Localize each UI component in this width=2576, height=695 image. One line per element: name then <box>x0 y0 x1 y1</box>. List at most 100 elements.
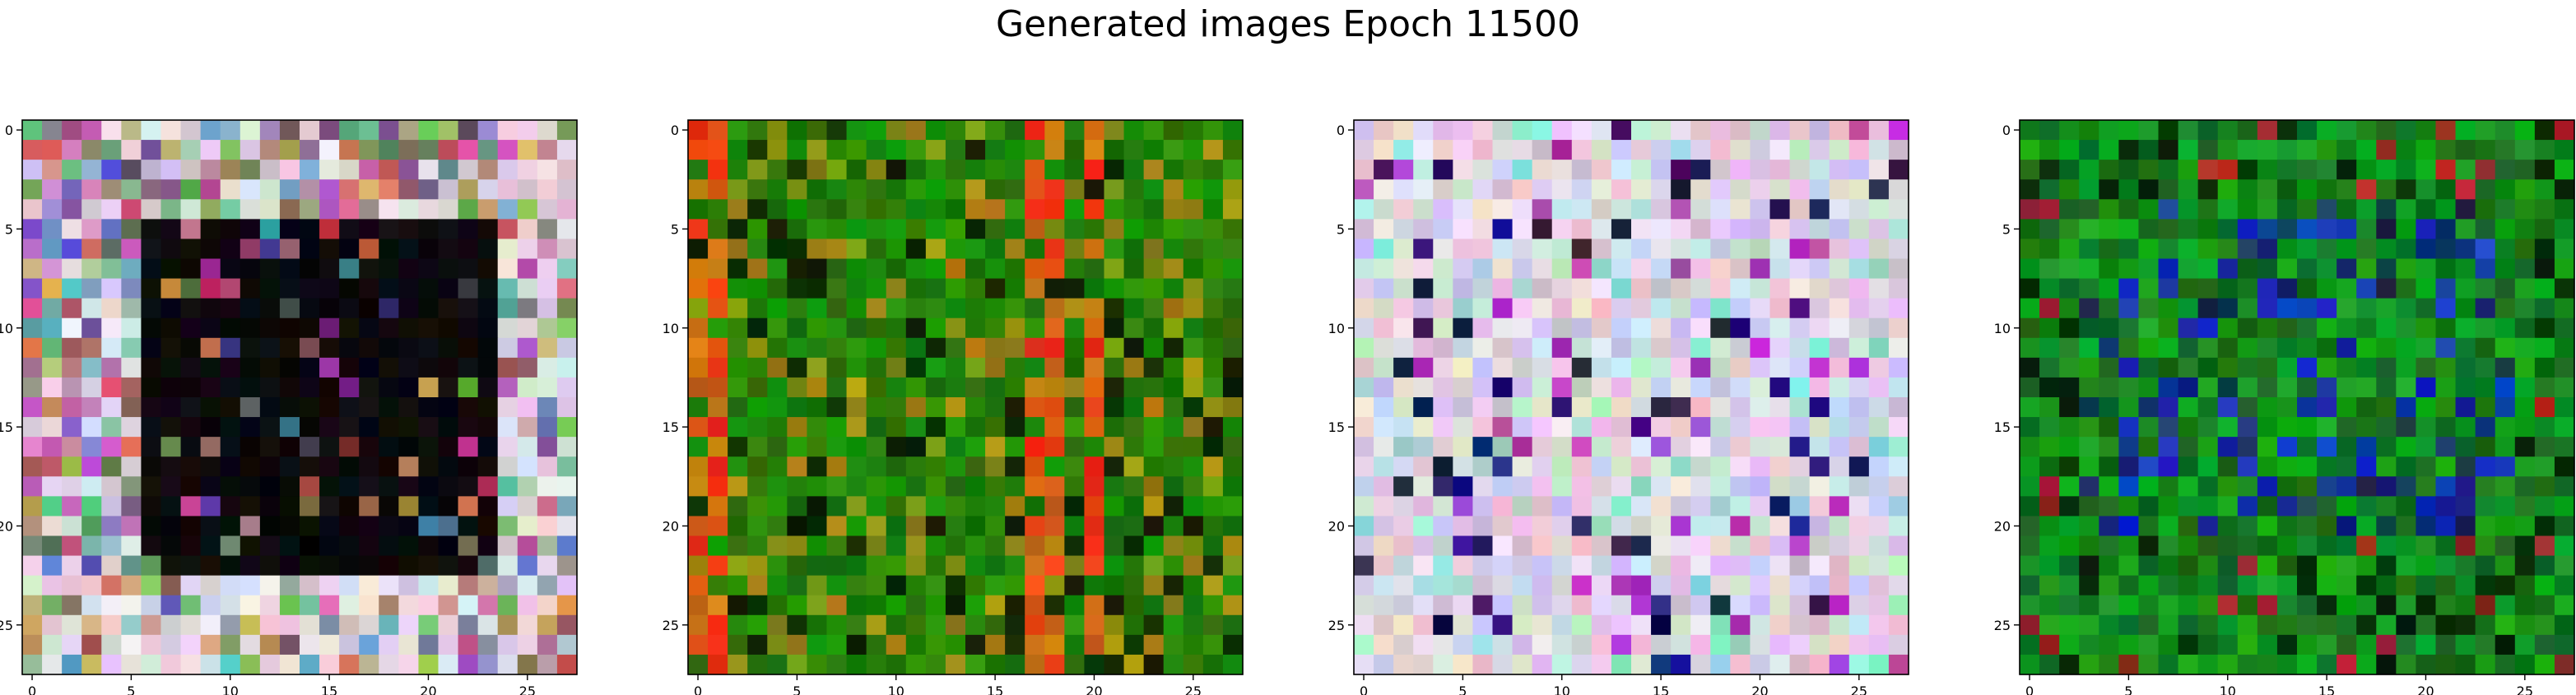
pixel <box>1888 397 1909 418</box>
pixel <box>418 219 439 240</box>
pixel <box>2297 179 2318 200</box>
pixel <box>1730 535 1751 557</box>
pixel <box>846 437 867 457</box>
pixel <box>2495 357 2516 378</box>
pixel <box>62 535 82 557</box>
pixel <box>2178 357 2199 378</box>
pixel <box>2495 614 2516 636</box>
pixel <box>42 160 63 180</box>
pixel <box>2178 317 2199 339</box>
pixel <box>807 397 828 418</box>
pixel <box>945 278 966 299</box>
pixel <box>339 239 360 260</box>
pixel <box>1512 575 1533 596</box>
pixel <box>1651 535 1672 557</box>
pixel <box>359 199 379 220</box>
pixel <box>2257 516 2278 537</box>
pixel <box>1044 476 1065 497</box>
pixel <box>1492 140 1514 160</box>
pixel <box>141 535 162 557</box>
pixel <box>438 278 459 299</box>
pixel <box>708 239 728 260</box>
pixel <box>2138 654 2160 675</box>
pixel <box>180 575 202 596</box>
pixel <box>905 337 927 359</box>
pixel <box>1123 337 1145 359</box>
pixel <box>1690 575 1711 596</box>
pixel <box>2059 476 2080 497</box>
pixel <box>22 595 43 616</box>
pixel <box>497 417 518 438</box>
pixel <box>418 516 439 537</box>
pixel <box>1571 199 1593 220</box>
pixel <box>497 654 518 675</box>
pixel <box>1829 239 1850 260</box>
pixel <box>807 179 828 200</box>
pixel <box>866 278 887 299</box>
pixel <box>2178 575 2199 596</box>
pixel <box>379 397 399 418</box>
pixel <box>279 595 300 616</box>
pixel <box>807 258 828 280</box>
pixel <box>180 337 202 359</box>
pixel <box>1690 555 1711 577</box>
pixel <box>180 239 202 260</box>
pixel <box>121 219 142 240</box>
pixel <box>180 120 202 141</box>
pixel <box>1143 476 1165 497</box>
pixel <box>1044 654 1065 675</box>
pixel <box>767 278 788 299</box>
pixel <box>787 456 808 477</box>
pixel <box>846 298 867 319</box>
pixel <box>2118 160 2140 180</box>
pixel <box>1044 258 1065 280</box>
pixel <box>2416 357 2437 378</box>
pixel <box>259 397 281 418</box>
pixel <box>477 535 499 557</box>
pixel <box>1551 456 1573 477</box>
pixel <box>160 337 182 359</box>
pixel <box>1104 634 1125 656</box>
pixel <box>300 654 320 675</box>
pixel <box>1651 337 1672 359</box>
pixel <box>200 219 221 240</box>
pixel <box>1769 654 1791 675</box>
pixel <box>2317 199 2337 220</box>
pixel <box>2217 397 2239 418</box>
pixel <box>2514 634 2536 656</box>
pixel <box>1104 476 1125 497</box>
pixel <box>1730 456 1751 477</box>
pixel <box>42 179 63 200</box>
pixel <box>2158 317 2179 339</box>
pixel <box>2356 614 2377 636</box>
pixel <box>1789 219 1811 240</box>
pixel <box>160 120 182 141</box>
pixel <box>101 140 122 160</box>
pixel <box>517 555 538 577</box>
pixel <box>180 654 202 675</box>
pixel <box>1104 160 1125 180</box>
pixel <box>2495 476 2516 497</box>
pixel <box>2158 120 2179 141</box>
pixel <box>1651 317 1672 339</box>
pixel <box>1044 555 1065 577</box>
pixel <box>1393 476 1414 497</box>
pixel <box>945 634 966 656</box>
pixel <box>1374 140 1394 160</box>
pixel <box>1710 535 1731 557</box>
pixel <box>2020 654 2040 675</box>
pixel <box>1413 535 1434 557</box>
pixel <box>688 179 709 200</box>
pixel <box>1848 516 1870 537</box>
pixel <box>517 595 538 616</box>
pixel <box>200 456 221 477</box>
pixel <box>2297 317 2318 339</box>
pixel <box>1084 298 1105 319</box>
pixel <box>1044 437 1065 457</box>
pixel <box>1750 437 1771 457</box>
pixel <box>1472 417 1494 438</box>
pixel <box>2317 555 2337 577</box>
pixel <box>2217 317 2239 339</box>
pixel <box>1393 219 1414 240</box>
pixel <box>1710 417 1731 438</box>
